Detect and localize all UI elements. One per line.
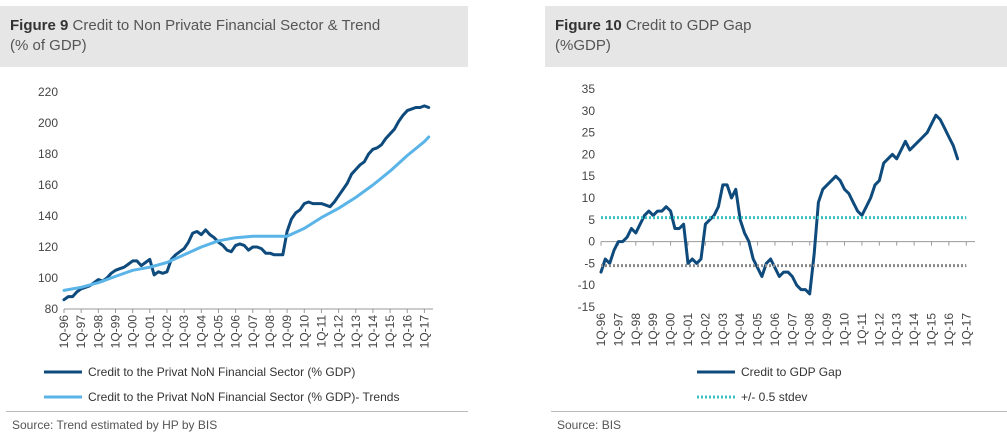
y-tick-label: 0: [588, 235, 595, 249]
x-tick-label: 1Q-97: [74, 315, 88, 349]
x-tick-label: 1Q-07: [246, 315, 260, 349]
x-tick-label: 1Q-01: [681, 313, 695, 347]
x-tick-label: 1Q-17: [959, 313, 973, 347]
x-tick-label: 1Q-15: [383, 315, 397, 349]
legend-label: +/- 0.5 stdev: [741, 390, 807, 404]
x-tick-label: 1Q-12: [332, 315, 346, 349]
y-tick-label: 100: [38, 271, 58, 285]
y-tick-label: -10: [578, 278, 596, 292]
x-tick-label: 1Q-98: [629, 313, 643, 347]
x-tick-label: 1Q-99: [108, 315, 122, 349]
x-tick-label: 1Q-96: [594, 313, 608, 347]
legend-label: Credit to the Privat NoN Financial Secto…: [88, 365, 355, 379]
x-tick-label: 1Q-12: [872, 313, 886, 347]
x-tick-label: 1Q-96: [57, 315, 71, 349]
x-tick-label: 1Q-16: [942, 313, 956, 347]
x-tick-label: 1Q-97: [611, 313, 625, 347]
figure-10-panel: Figure 10 Credit to GDP Gap (%GDP) -15 -1…: [545, 0, 1007, 439]
y-tick-label: 10: [582, 191, 596, 205]
x-tick-label: 1Q-17: [417, 315, 431, 349]
x-tick-label: 1Q-02: [698, 313, 712, 347]
y-tick-label: 180: [38, 147, 58, 161]
y-tick-label: 15: [582, 169, 596, 183]
x-tick-label: 1Q-01: [143, 315, 157, 349]
x-tick-label: 1Q-13: [349, 315, 363, 349]
x-tick-label: 1Q-03: [177, 315, 191, 349]
x-tick-label: 1Q-02: [160, 315, 174, 349]
y-tick-label: 5: [588, 213, 595, 227]
x-tick-label: 1Q-13: [890, 313, 904, 347]
series-line-0: [599, 113, 960, 296]
x-tick-label: 1Q-08: [263, 315, 277, 349]
x-tick-label: 1Q-05: [751, 313, 765, 347]
x-tick-label: 1Q-10: [838, 313, 852, 347]
x-tick-label: 1Q-04: [733, 313, 747, 347]
figure-10-title: Figure 10 Credit to GDP Gap (%GDP): [555, 16, 751, 56]
figure-10-source-divider: [551, 411, 1007, 412]
figure-10-source: Source: BIS: [557, 418, 622, 432]
x-tick-label: 1Q-07: [785, 313, 799, 347]
figure-9-label: Figure 9: [10, 17, 69, 34]
y-tick-label: 80: [45, 302, 59, 316]
figure-10-label: Figure 10: [555, 17, 622, 34]
y-tick-label: 120: [38, 240, 58, 254]
y-tick-label: -5: [584, 256, 595, 270]
legend-label: Credit to the Privat NoN Financial Secto…: [88, 390, 399, 404]
figure-10-title-line1: Credit to GDP Gap: [625, 17, 752, 34]
figure-10-title-line2: (%GDP): [555, 37, 611, 54]
x-tick-label: 1Q-03: [716, 313, 730, 347]
figure-9-panel: Figure 9 Credit to Non Private Financial…: [0, 0, 468, 439]
x-tick-label: 1Q-14: [907, 313, 921, 347]
x-tick-label: 1Q-00: [126, 315, 140, 349]
x-tick-label: 1Q-00: [664, 313, 678, 347]
series-line-1: [62, 135, 431, 292]
figure-9-title-line1: Credit to Non Private Financial Sector &…: [72, 17, 381, 34]
x-tick-label: 1Q-11: [314, 315, 328, 348]
y-tick-label: -15: [578, 300, 596, 314]
x-tick-label: 1Q-05: [211, 315, 225, 349]
y-tick-label: 30: [582, 104, 596, 118]
x-tick-label: 1Q-14: [366, 315, 380, 349]
y-tick-label: 35: [582, 82, 596, 96]
x-tick-label: 1Q-98: [91, 315, 105, 349]
figure-9-source: Source: Trend estimated by HP by BIS: [12, 418, 218, 432]
figure-10-header: Figure 10 Credit to GDP Gap (%GDP): [545, 6, 1007, 67]
x-tick-label: 1Q-06: [768, 313, 782, 347]
x-tick-label: 1Q-06: [229, 315, 243, 349]
figure-9-source-divider: [6, 411, 468, 412]
legend-label: Credit to GDP Gap: [741, 365, 842, 379]
x-tick-label: 1Q-04: [194, 315, 208, 349]
series-line-0: [62, 104, 431, 302]
x-tick-label: 1Q-16: [400, 315, 414, 349]
y-tick-label: 220: [38, 85, 58, 99]
y-tick-label: 140: [38, 209, 58, 223]
x-tick-label: 1Q-15: [925, 313, 939, 347]
y-tick-label: 25: [582, 126, 596, 140]
x-tick-label: 1Q-08: [803, 313, 817, 347]
y-tick-label: 200: [38, 116, 58, 130]
x-tick-label: 1Q-99: [646, 313, 660, 347]
x-tick-label: 1Q-09: [280, 315, 294, 349]
x-tick-label: 1Q-10: [297, 315, 311, 349]
x-tick-label: 1Q-11: [855, 313, 869, 346]
x-tick-label: 1Q-09: [820, 313, 834, 347]
figure-9-title: Figure 9 Credit to Non Private Financial…: [10, 16, 380, 56]
figure-9-title-line2: (% of GDP): [10, 37, 87, 54]
y-tick-label: 160: [38, 178, 58, 192]
y-tick-label: 20: [582, 147, 596, 161]
figure-9-header: Figure 9 Credit to Non Private Financial…: [0, 6, 468, 67]
